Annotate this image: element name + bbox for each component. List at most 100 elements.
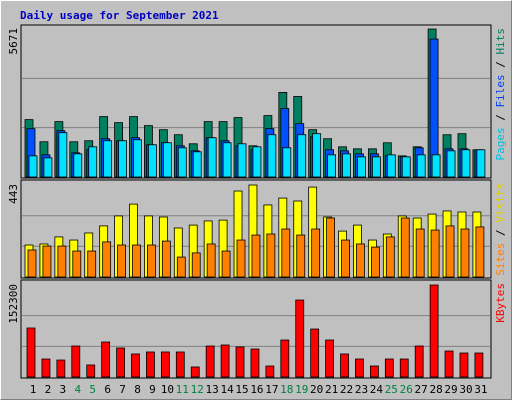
bar: [430, 229, 440, 278]
bar: [444, 350, 454, 378]
bar: [58, 132, 68, 178]
bar: [71, 345, 81, 378]
bar: [401, 156, 411, 178]
bar: [325, 339, 335, 378]
bar: [235, 346, 245, 378]
x-tick-label: 1: [30, 383, 37, 396]
legend-entry: Files: [494, 74, 507, 107]
bar: [177, 147, 187, 178]
bar: [475, 226, 485, 278]
bar: [190, 366, 200, 378]
bar: [415, 228, 425, 278]
bar: [103, 140, 113, 178]
bar: [281, 228, 291, 278]
bar: [87, 250, 97, 278]
bar: [162, 142, 172, 178]
bar: [312, 133, 322, 178]
bar: [176, 256, 186, 278]
bar: [400, 217, 410, 278]
bar: [207, 137, 217, 178]
bar: [311, 228, 321, 278]
x-tick-label: 23: [355, 383, 368, 396]
bar: [296, 234, 306, 278]
bar: [56, 359, 66, 378]
bar: [206, 243, 216, 278]
bar: [102, 241, 112, 278]
bar: [222, 142, 232, 178]
bar: [340, 353, 349, 378]
bar: [416, 154, 426, 178]
x-tick-label: 19: [295, 383, 308, 396]
bar: [131, 353, 140, 378]
x-tick-label: 21: [325, 383, 338, 396]
x-tick-label: 26: [400, 383, 413, 396]
x-tick-label: 7: [119, 383, 126, 396]
x-tick-label: 31: [474, 383, 487, 396]
bar: [118, 140, 127, 178]
y-tick-label: 443: [7, 184, 20, 204]
bar: [41, 358, 51, 378]
bar: [221, 250, 231, 278]
bar: [446, 150, 456, 178]
x-tick-label: 4: [74, 383, 81, 396]
legend-entry: Sites: [494, 243, 507, 276]
bar: [266, 233, 276, 278]
legend-separator: /: [494, 223, 507, 243]
bar: [461, 149, 471, 178]
bar: [384, 358, 394, 378]
x-tick-label: 24: [370, 383, 384, 396]
x-tick-label: 29: [444, 383, 457, 396]
y-tick-label: 5671: [7, 28, 20, 55]
legend-separator: /: [494, 108, 507, 128]
x-tick-label: 27: [415, 383, 428, 396]
x-tick-label: 13: [206, 383, 219, 396]
bar: [295, 299, 305, 378]
bar: [356, 243, 365, 278]
bar: [342, 153, 351, 178]
bar: [86, 364, 96, 378]
legend: KBytes: [494, 283, 507, 323]
x-tick-label: 5: [89, 383, 96, 396]
bar: [237, 143, 247, 178]
bar: [73, 153, 83, 178]
legend-entry: Hits: [494, 28, 507, 55]
x-tick-label: 6: [104, 383, 111, 396]
x-tick-label: 2: [45, 383, 52, 396]
bar: [326, 217, 336, 278]
bar: [252, 146, 262, 178]
bar: [371, 156, 381, 178]
x-tick-label: 12: [191, 383, 204, 396]
bar: [116, 347, 125, 378]
bar: [282, 147, 292, 178]
bar: [280, 339, 290, 378]
bar: [161, 240, 171, 278]
x-tick-label: 25: [385, 383, 398, 396]
bar: [265, 365, 275, 378]
bar: [341, 239, 350, 278]
bar: [370, 246, 380, 278]
chart-title: Daily usage for September 2021: [20, 9, 219, 22]
bar: [399, 358, 409, 378]
x-tick-label: 22: [340, 383, 353, 396]
x-tick-label: 3: [60, 383, 67, 396]
bar: [133, 139, 142, 178]
y-tick-label: 152300: [7, 284, 20, 324]
bar: [369, 365, 379, 378]
bar: [43, 157, 53, 178]
x-tick-label: 30: [459, 383, 472, 396]
x-tick-label: 15: [235, 383, 248, 396]
bar: [459, 352, 469, 378]
x-tick-label: 8: [134, 383, 141, 396]
x-tick-label: 11: [176, 383, 189, 396]
bar: [175, 351, 185, 378]
bar: [117, 244, 126, 278]
bar: [460, 228, 470, 278]
bar: [385, 236, 395, 278]
bar: [357, 156, 366, 178]
bar: [310, 328, 320, 378]
bar: [236, 239, 246, 278]
bar: [27, 249, 37, 278]
bar: [220, 344, 230, 378]
bar: [251, 234, 261, 278]
